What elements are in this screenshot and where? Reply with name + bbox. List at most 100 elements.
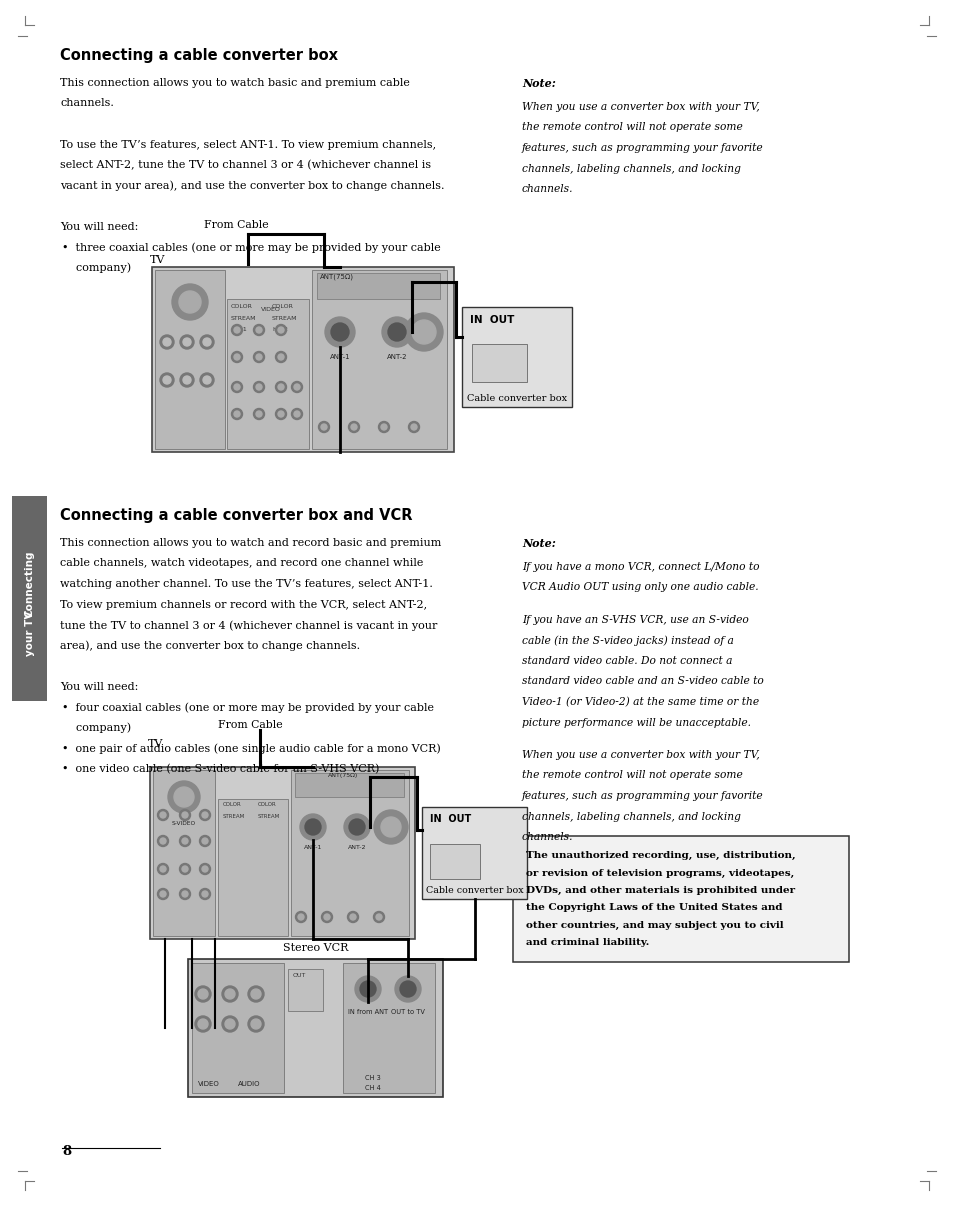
Text: Stereo VCR: Stereo VCR xyxy=(282,943,348,953)
Circle shape xyxy=(255,327,262,333)
Circle shape xyxy=(359,980,375,997)
Text: When you use a converter box with your TV,: When you use a converter box with your T… xyxy=(521,750,759,760)
Text: IN from ANT: IN from ANT xyxy=(348,1009,388,1015)
Circle shape xyxy=(251,1019,261,1029)
Text: Connecting a cable converter box and VCR: Connecting a cable converter box and VCR xyxy=(60,508,412,523)
Text: TV: TV xyxy=(150,254,165,265)
Text: STREAM: STREAM xyxy=(272,316,297,321)
Circle shape xyxy=(255,355,262,361)
Circle shape xyxy=(179,809,191,820)
Text: channels.: channels. xyxy=(521,185,573,194)
Text: ANT(75Ω): ANT(75Ω) xyxy=(319,273,354,280)
Circle shape xyxy=(233,327,240,333)
Circle shape xyxy=(199,809,211,820)
Text: cable channels, watch videotapes, and record one channel while: cable channels, watch videotapes, and re… xyxy=(60,558,423,568)
FancyBboxPatch shape xyxy=(421,807,526,898)
Circle shape xyxy=(294,384,299,390)
Text: Video-1 (or Video-2) at the same time or the: Video-1 (or Video-2) at the same time or… xyxy=(521,697,759,707)
Text: ANT-2: ANT-2 xyxy=(386,355,407,361)
Circle shape xyxy=(203,376,211,384)
FancyBboxPatch shape xyxy=(312,270,447,449)
Circle shape xyxy=(179,863,191,874)
Text: tune the TV to channel 3 or 4 (whichever channel is vacant in your: tune the TV to channel 3 or 4 (whichever… xyxy=(60,620,436,631)
Circle shape xyxy=(157,863,169,874)
Circle shape xyxy=(179,889,191,900)
Circle shape xyxy=(173,788,193,807)
Text: When you use a converter box with your TV,: When you use a converter box with your T… xyxy=(521,103,759,112)
Circle shape xyxy=(331,323,349,341)
Circle shape xyxy=(253,351,264,363)
Text: Cable converter box: Cable converter box xyxy=(426,886,523,895)
Circle shape xyxy=(347,912,358,923)
Circle shape xyxy=(160,866,166,872)
Text: HD-2: HD-2 xyxy=(272,327,288,332)
FancyBboxPatch shape xyxy=(218,800,288,936)
Circle shape xyxy=(160,812,166,818)
Text: Connecting: Connecting xyxy=(25,550,34,616)
FancyBboxPatch shape xyxy=(154,270,225,449)
Circle shape xyxy=(232,351,242,363)
Circle shape xyxy=(325,317,355,347)
Circle shape xyxy=(233,355,240,361)
FancyBboxPatch shape xyxy=(291,769,409,936)
Text: From Cable: From Cable xyxy=(218,720,282,730)
Circle shape xyxy=(275,409,286,420)
Circle shape xyxy=(202,812,208,818)
Circle shape xyxy=(318,422,329,433)
Circle shape xyxy=(232,381,242,392)
Text: ANT-1: ANT-1 xyxy=(303,845,322,850)
Text: This connection allows you to watch and record basic and premium: This connection allows you to watch and … xyxy=(60,538,441,548)
Text: STREAM: STREAM xyxy=(223,814,245,819)
Circle shape xyxy=(388,323,406,341)
Circle shape xyxy=(320,425,327,431)
Text: •  four coaxial cables (one or more may be provided by your cable: • four coaxial cables (one or more may b… xyxy=(62,702,434,713)
Text: CH 3: CH 3 xyxy=(365,1075,380,1081)
Circle shape xyxy=(292,409,302,420)
Circle shape xyxy=(179,836,191,847)
Circle shape xyxy=(182,891,188,897)
Text: VCR Audio OUT using only one audio cable.: VCR Audio OUT using only one audio cable… xyxy=(521,582,758,592)
Circle shape xyxy=(200,335,213,349)
Circle shape xyxy=(374,912,384,923)
Text: COLOR: COLOR xyxy=(223,802,241,807)
FancyBboxPatch shape xyxy=(188,959,442,1097)
Text: COLOR: COLOR xyxy=(231,304,253,309)
Text: The unauthorized recording, use, distribution,: The unauthorized recording, use, distrib… xyxy=(525,851,795,860)
Circle shape xyxy=(350,914,355,920)
FancyBboxPatch shape xyxy=(461,308,572,406)
Circle shape xyxy=(203,338,211,346)
Text: DVDs, and other materials is prohibited under: DVDs, and other materials is prohibited … xyxy=(525,886,794,895)
Circle shape xyxy=(225,1019,234,1029)
Circle shape xyxy=(351,425,356,431)
Text: •  one pair of audio cables (one single audio cable for a mono VCR): • one pair of audio cables (one single a… xyxy=(62,743,440,754)
Text: company): company) xyxy=(62,263,131,273)
Text: AUDIO: AUDIO xyxy=(237,1081,260,1087)
Text: S-VIDEO: S-VIDEO xyxy=(172,821,196,826)
Text: standard video cable and an S-video cable to: standard video cable and an S-video cabl… xyxy=(521,677,763,686)
Circle shape xyxy=(253,409,264,420)
Text: features, such as programming your favorite: features, such as programming your favor… xyxy=(521,144,762,153)
Circle shape xyxy=(399,980,416,997)
Circle shape xyxy=(275,351,286,363)
Text: ANT-2: ANT-2 xyxy=(348,845,366,850)
Circle shape xyxy=(297,914,304,920)
Circle shape xyxy=(182,812,188,818)
Circle shape xyxy=(160,838,166,844)
Circle shape xyxy=(348,422,359,433)
Text: Note:: Note: xyxy=(521,78,556,89)
Text: If you have an S-VHS VCR, use an S-video: If you have an S-VHS VCR, use an S-video xyxy=(521,615,748,625)
Circle shape xyxy=(375,914,381,920)
Circle shape xyxy=(202,891,208,897)
Circle shape xyxy=(157,809,169,820)
Circle shape xyxy=(232,409,242,420)
Circle shape xyxy=(183,338,191,346)
Text: This connection allows you to watch basic and premium cable: This connection allows you to watch basi… xyxy=(60,78,410,88)
FancyBboxPatch shape xyxy=(343,964,435,1093)
Circle shape xyxy=(163,338,171,346)
Circle shape xyxy=(157,889,169,900)
Circle shape xyxy=(225,989,234,999)
Circle shape xyxy=(255,384,262,390)
Text: and criminal liability.: and criminal liability. xyxy=(525,938,649,948)
Text: your TV: your TV xyxy=(25,610,34,656)
Text: the remote control will not operate some: the remote control will not operate some xyxy=(521,123,742,133)
